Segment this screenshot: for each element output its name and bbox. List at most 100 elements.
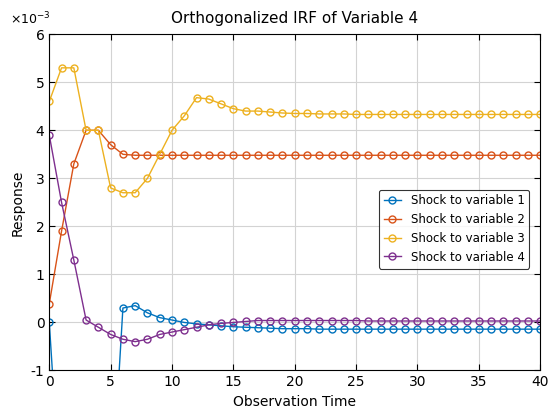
Shock to variable 3 xyxy=(169,128,175,133)
Shock to variable 4 xyxy=(181,327,188,332)
Shock to variable 2 xyxy=(525,153,531,158)
Shock to variable 2 xyxy=(402,153,408,158)
Shock to variable 4 xyxy=(500,318,507,323)
Shock to variable 3 xyxy=(242,108,249,113)
Shock to variable 4 xyxy=(46,133,53,138)
Shock to variable 3 xyxy=(475,112,482,117)
Shock to variable 2 xyxy=(119,152,126,157)
Line: Shock to variable 4: Shock to variable 4 xyxy=(46,131,544,345)
Shock to variable 3 xyxy=(119,190,126,195)
Shock to variable 2 xyxy=(328,153,335,158)
Shock to variable 4 xyxy=(426,318,433,323)
Shock to variable 1 xyxy=(267,326,273,331)
Shock to variable 3 xyxy=(108,185,114,190)
Shock to variable 1 xyxy=(181,320,188,325)
Shock to variable 4 xyxy=(525,318,531,323)
Shock to variable 2 xyxy=(58,228,65,234)
Shock to variable 2 xyxy=(365,153,372,158)
Shock to variable 2 xyxy=(156,153,163,158)
Shock to variable 3 xyxy=(71,66,77,71)
Shock to variable 1 xyxy=(169,318,175,323)
Shock to variable 3 xyxy=(156,152,163,157)
Shock to variable 1 xyxy=(353,327,360,332)
Shock to variable 1 xyxy=(119,305,126,310)
Shock to variable 1 xyxy=(537,327,544,332)
Shock to variable 2 xyxy=(438,153,445,158)
Shock to variable 4 xyxy=(132,339,138,344)
Shock to variable 2 xyxy=(316,153,323,158)
Shock to variable 3 xyxy=(206,97,212,102)
Shock to variable 4 xyxy=(328,318,335,323)
Shock to variable 4 xyxy=(206,322,212,327)
X-axis label: Observation Time: Observation Time xyxy=(233,395,356,409)
Shock to variable 2 xyxy=(488,153,494,158)
Shock to variable 4 xyxy=(316,318,323,323)
Shock to variable 3 xyxy=(426,112,433,117)
Line: Shock to variable 3: Shock to variable 3 xyxy=(46,64,544,196)
Shock to variable 4 xyxy=(512,318,519,323)
Shock to variable 4 xyxy=(414,318,421,323)
Text: $\times10^{-3}$: $\times10^{-3}$ xyxy=(10,11,51,27)
Shock to variable 2 xyxy=(218,153,225,158)
Shock to variable 1 xyxy=(512,327,519,332)
Shock to variable 4 xyxy=(242,319,249,324)
Shock to variable 3 xyxy=(414,112,421,117)
Shock to variable 4 xyxy=(218,321,225,326)
Shock to variable 2 xyxy=(340,153,347,158)
Shock to variable 3 xyxy=(58,66,65,71)
Shock to variable 4 xyxy=(83,318,90,323)
Shock to variable 1 xyxy=(340,327,347,332)
Shock to variable 1 xyxy=(414,327,421,332)
Shock to variable 1 xyxy=(193,321,200,326)
Y-axis label: Response: Response xyxy=(11,169,25,236)
Shock to variable 4 xyxy=(390,318,396,323)
Shock to variable 1 xyxy=(451,327,458,332)
Shock to variable 4 xyxy=(95,325,102,330)
Shock to variable 4 xyxy=(279,318,286,323)
Shock to variable 2 xyxy=(242,153,249,158)
Shock to variable 4 xyxy=(291,318,298,323)
Shock to variable 2 xyxy=(144,153,151,158)
Shock to variable 2 xyxy=(267,153,273,158)
Line: Shock to variable 2: Shock to variable 2 xyxy=(46,127,544,307)
Shock to variable 3 xyxy=(488,112,494,117)
Shock to variable 2 xyxy=(71,161,77,166)
Shock to variable 1 xyxy=(230,324,237,329)
Shock to variable 4 xyxy=(144,337,151,342)
Shock to variable 4 xyxy=(340,318,347,323)
Shock to variable 1 xyxy=(390,327,396,332)
Shock to variable 1 xyxy=(402,327,408,332)
Shock to variable 1 xyxy=(426,327,433,332)
Shock to variable 2 xyxy=(169,153,175,158)
Shock to variable 1 xyxy=(279,326,286,331)
Shock to variable 4 xyxy=(193,325,200,330)
Shock to variable 2 xyxy=(537,153,544,158)
Shock to variable 1 xyxy=(525,327,531,332)
Shock to variable 3 xyxy=(537,112,544,117)
Shock to variable 4 xyxy=(267,318,273,323)
Legend: Shock to variable 1, Shock to variable 2, Shock to variable 3, Shock to variable: Shock to variable 1, Shock to variable 2… xyxy=(379,190,529,269)
Shock to variable 3 xyxy=(328,111,335,116)
Shock to variable 2 xyxy=(304,153,310,158)
Shock to variable 4 xyxy=(71,257,77,262)
Shock to variable 3 xyxy=(438,112,445,117)
Shock to variable 4 xyxy=(438,318,445,323)
Shock to variable 3 xyxy=(451,112,458,117)
Shock to variable 4 xyxy=(255,318,262,323)
Shock to variable 3 xyxy=(525,112,531,117)
Shock to variable 2 xyxy=(390,153,396,158)
Shock to variable 1 xyxy=(132,303,138,308)
Shock to variable 3 xyxy=(377,112,384,117)
Shock to variable 1 xyxy=(218,323,225,328)
Shock to variable 3 xyxy=(181,113,188,118)
Shock to variable 4 xyxy=(169,330,175,335)
Shock to variable 3 xyxy=(500,112,507,117)
Shock to variable 3 xyxy=(291,111,298,116)
Shock to variable 1 xyxy=(463,327,470,332)
Shock to variable 4 xyxy=(451,318,458,323)
Shock to variable 3 xyxy=(144,176,151,181)
Shock to variable 3 xyxy=(193,95,200,100)
Shock to variable 1 xyxy=(144,310,151,315)
Shock to variable 3 xyxy=(255,108,262,113)
Shock to variable 2 xyxy=(451,153,458,158)
